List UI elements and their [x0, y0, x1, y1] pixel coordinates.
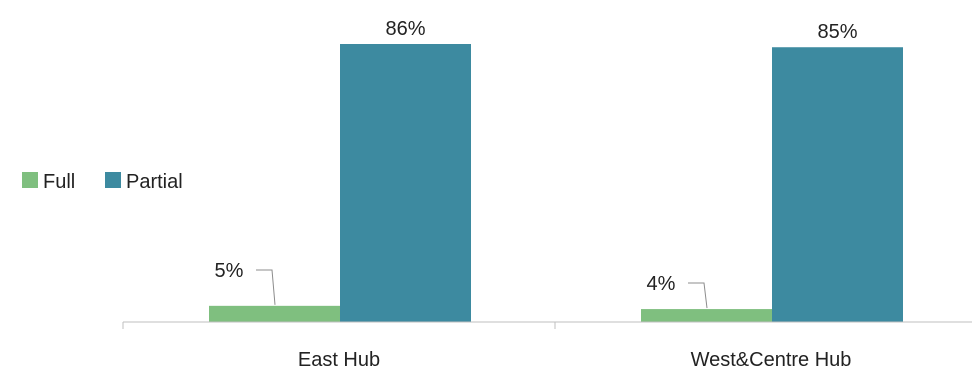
x-tick-label-west-centre-hub: West&Centre Hub	[691, 349, 852, 369]
leader-line-full-east-hub	[256, 269, 276, 305]
legend-label-full: Full	[43, 171, 75, 193]
labels-group: East Hub 5% 86% West&Centre Hub 4% 85%	[215, 18, 858, 369]
data-label-partial-east-hub: 86%	[385, 18, 425, 40]
bar-full-west-centre-hub	[641, 309, 772, 322]
bar-partial-west-centre-hub	[772, 47, 903, 323]
x-axis	[122, 321, 972, 329]
x-tick-label-east-hub: East Hub	[298, 349, 380, 369]
legend-label-partial: Partial	[126, 171, 183, 193]
bar-full-east-hub	[209, 305, 340, 322]
legend-swatch-full	[22, 172, 38, 188]
data-label-partial-west-centre-hub: 85%	[817, 21, 857, 43]
legend: Full Partial	[22, 171, 183, 193]
data-label-full-east-hub: 5%	[215, 260, 244, 282]
bar-partial-east-hub	[340, 44, 471, 322]
leader-lines-group	[256, 269, 708, 309]
bars-group	[209, 44, 903, 323]
data-label-full-west-centre-hub: 4%	[647, 273, 676, 295]
legend-swatch-partial	[105, 172, 121, 188]
leader-line-full-west-centre-hub	[688, 282, 708, 309]
